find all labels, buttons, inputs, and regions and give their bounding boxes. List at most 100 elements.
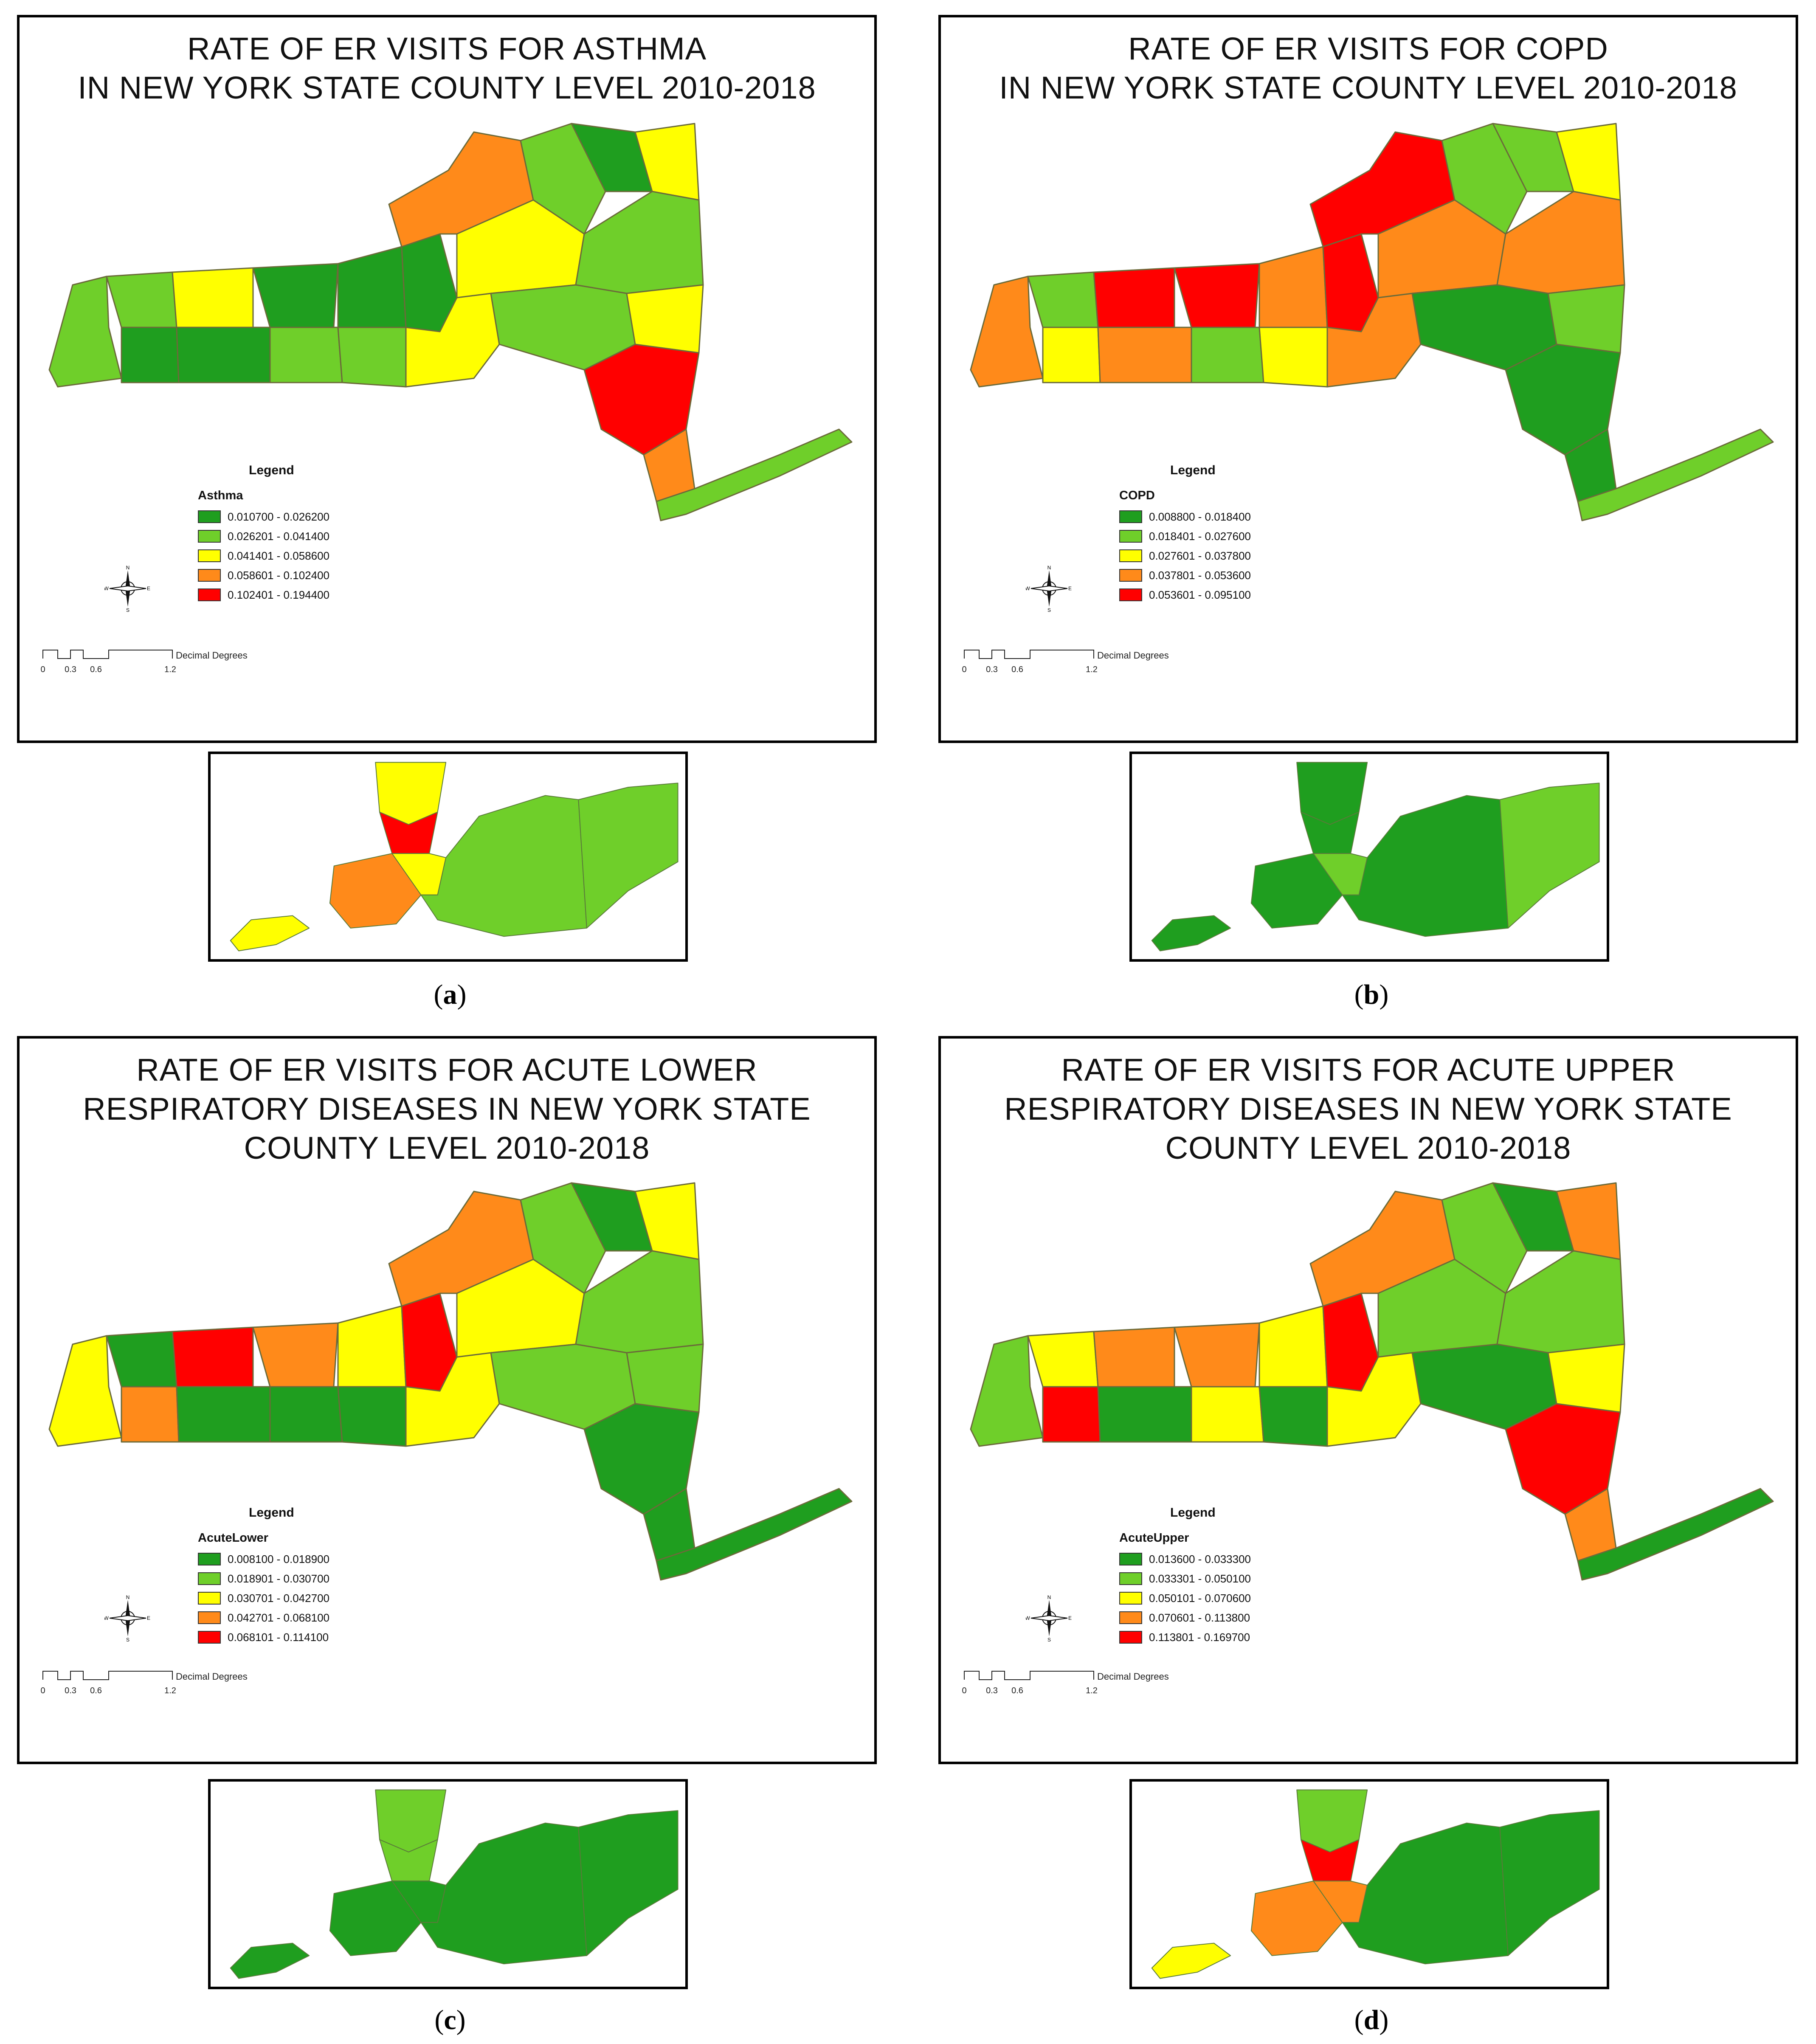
ny-county-map [970, 123, 1774, 521]
legend-swatch [1119, 549, 1142, 562]
county-region [1093, 267, 1175, 328]
compass-label: E [147, 1615, 150, 1621]
map-title: RATE OF ER VISITS FOR ACUTE UPPER RESPIR… [1004, 1052, 1732, 1166]
compass-label: E [1068, 1615, 1072, 1621]
legend-range: 0.042701 - 0.068100 [228, 1611, 329, 1624]
legend-heading: Legend [1170, 1506, 1216, 1520]
county-region [656, 1488, 853, 1581]
north-arrow-icon: N E S W [104, 565, 150, 612]
legend-swatch [1119, 569, 1142, 582]
nyc-long-island-inset [208, 1779, 688, 1989]
scale-bar-segments [42, 1671, 173, 1680]
inset-county-region [1301, 1839, 1360, 1882]
ny-county-map [970, 1182, 1774, 1581]
county-region [269, 1386, 343, 1443]
inset-county-region [379, 811, 438, 854]
legend-swatch [1119, 1553, 1142, 1565]
compass-label: E [147, 586, 150, 591]
county-region [1174, 1322, 1260, 1388]
inset-county-region [1342, 795, 1509, 937]
county-region [121, 1386, 180, 1443]
legend-row: 0.041401 - 0.058600 [198, 546, 329, 566]
scale-bar: Decimal Degrees 0 0.3 0.6 1.2 [962, 650, 1169, 674]
county-region [172, 1326, 254, 1388]
inset-county-region [379, 1839, 438, 1882]
scale-bar-unit: Decimal Degrees [1097, 650, 1169, 661]
county-region [176, 327, 271, 383]
map-title: RATE OF ER VISITS FOR COPD IN NEW YORK S… [999, 31, 1737, 105]
legend-swatch [198, 510, 221, 523]
legend-swatch [1119, 1631, 1142, 1644]
legend-swatch [1119, 530, 1142, 543]
legend-row: 0.042701 - 0.068100 [198, 1608, 329, 1627]
county-region [1097, 1386, 1192, 1443]
nyc-long-island-inset [1129, 752, 1609, 962]
legend-row: 0.102401 - 0.194400 [198, 585, 329, 605]
compass-label: E [1068, 586, 1072, 591]
legend-swatch [198, 1592, 221, 1605]
legend-range: 0.068101 - 0.114100 [228, 1630, 329, 1644]
county-region [1027, 1331, 1099, 1388]
county-region [172, 267, 254, 328]
scale-bar-tick: 0.6 [1011, 665, 1023, 674]
legend-range: 0.018901 - 0.030700 [228, 1572, 329, 1585]
legend-range: 0.010700 - 0.026200 [228, 510, 329, 523]
legend-range: 0.113801 - 0.169700 [1149, 1630, 1250, 1644]
county-region [1097, 327, 1192, 383]
legend-row: 0.033301 - 0.050100 [1119, 1569, 1251, 1588]
legend-heading: Legend [249, 463, 294, 477]
legend-range: 0.018401 - 0.027600 [1149, 529, 1251, 543]
scale-bar-tick: 0 [962, 665, 967, 674]
county-region [252, 263, 339, 328]
county-region [1093, 1326, 1175, 1388]
legend-row: 0.030701 - 0.042700 [198, 1588, 329, 1608]
legend-swatch [1119, 1572, 1142, 1585]
inset-county-region [1151, 915, 1231, 952]
county-region [337, 327, 407, 388]
compass-label: W [104, 586, 109, 591]
panel-caption: (b) [1354, 979, 1389, 1010]
inset-county-region [230, 1943, 310, 1979]
legend-swatch [198, 1631, 221, 1644]
legend-swatch [198, 1611, 221, 1624]
legend-row: 0.010700 - 0.026200 [198, 507, 329, 526]
map-panel-copd: RATE OF ER VISITS FOR COPD IN NEW YORK S… [938, 15, 1798, 743]
caption-letter: c [444, 2005, 456, 2036]
legend-range: 0.037801 - 0.053600 [1149, 569, 1251, 582]
legend-swatch [198, 569, 221, 582]
legend-swatch [198, 530, 221, 543]
county-region [656, 428, 853, 521]
compass-label: N [126, 1595, 130, 1600]
legend-range: 0.033301 - 0.050100 [1149, 1572, 1251, 1585]
inset-county-region [420, 795, 587, 937]
scale-bar-tick: 0.6 [90, 1686, 102, 1695]
inset-county-region [1342, 1822, 1509, 1965]
county-region [1547, 284, 1625, 354]
county-region [1259, 1386, 1328, 1447]
county-region [106, 1331, 177, 1388]
map-title: RATE OF ER VISITS FOR ASTHMA IN NEW YORK… [78, 31, 816, 105]
compass-label: N [126, 565, 130, 571]
legend-range: 0.102401 - 0.194400 [228, 588, 329, 601]
caption-letter: b [1363, 979, 1380, 1010]
legend-swatch [198, 1553, 221, 1565]
compass-label: W [1026, 1615, 1030, 1621]
scale-bar-tick: 0 [962, 1686, 967, 1695]
north-arrow-icon: N E S W [1026, 1595, 1072, 1641]
legend-row: 0.058601 - 0.102400 [198, 566, 329, 585]
county-region [48, 276, 122, 388]
scale-bar-tick: 0 [41, 665, 45, 674]
scale-bar: Decimal Degrees 0 0.3 0.6 1.2 [41, 1671, 248, 1695]
county-region [337, 246, 407, 328]
legend-range: 0.050101 - 0.070600 [1149, 1591, 1251, 1605]
legend-row: 0.053601 - 0.095100 [1119, 585, 1251, 605]
county-region [1027, 271, 1099, 328]
compass-label: W [1026, 586, 1030, 591]
county-region [1577, 1488, 1774, 1581]
county-region [1042, 327, 1101, 383]
inset-county-region [1151, 1943, 1231, 1979]
map-title: RATE OF ER VISITS FOR ACUTE LOWER RESPIR… [83, 1052, 811, 1166]
legend-row: 0.070601 - 0.113800 [1119, 1608, 1251, 1627]
legend: Legend AcuteLower 0.008100 - 0.018900 0.… [198, 1506, 329, 1647]
caption-letter: d [1363, 2005, 1380, 2036]
